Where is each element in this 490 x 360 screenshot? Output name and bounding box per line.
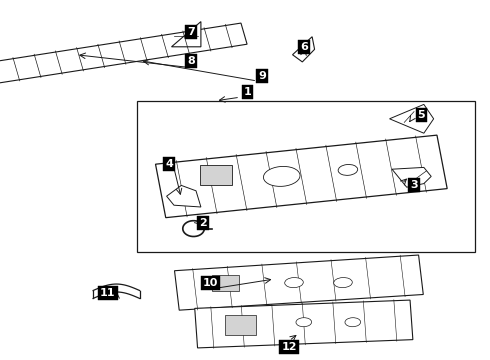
Bar xyxy=(137,101,475,252)
Polygon shape xyxy=(167,185,201,207)
Polygon shape xyxy=(200,165,232,185)
Polygon shape xyxy=(293,37,315,62)
Polygon shape xyxy=(155,135,447,218)
Text: 12: 12 xyxy=(281,342,297,352)
Polygon shape xyxy=(390,104,434,133)
Text: 1: 1 xyxy=(244,87,251,97)
Text: 3: 3 xyxy=(410,180,418,190)
Polygon shape xyxy=(212,275,239,292)
Text: 2: 2 xyxy=(199,218,207,228)
Ellipse shape xyxy=(296,318,312,327)
Text: 8: 8 xyxy=(187,56,195,66)
Text: 6: 6 xyxy=(300,42,308,52)
Ellipse shape xyxy=(264,166,300,186)
Polygon shape xyxy=(0,23,247,92)
Text: 10: 10 xyxy=(203,278,219,288)
Polygon shape xyxy=(172,22,201,47)
Ellipse shape xyxy=(285,278,303,288)
Polygon shape xyxy=(174,255,423,310)
Text: 9: 9 xyxy=(258,71,266,81)
Text: 5: 5 xyxy=(417,110,425,120)
Polygon shape xyxy=(195,300,413,348)
Ellipse shape xyxy=(334,278,352,288)
Text: 4: 4 xyxy=(165,159,173,169)
Text: 11: 11 xyxy=(100,288,116,298)
Bar xyxy=(224,315,256,335)
Polygon shape xyxy=(392,167,431,187)
Text: 7: 7 xyxy=(187,27,195,37)
Ellipse shape xyxy=(338,165,358,175)
Ellipse shape xyxy=(345,318,361,327)
